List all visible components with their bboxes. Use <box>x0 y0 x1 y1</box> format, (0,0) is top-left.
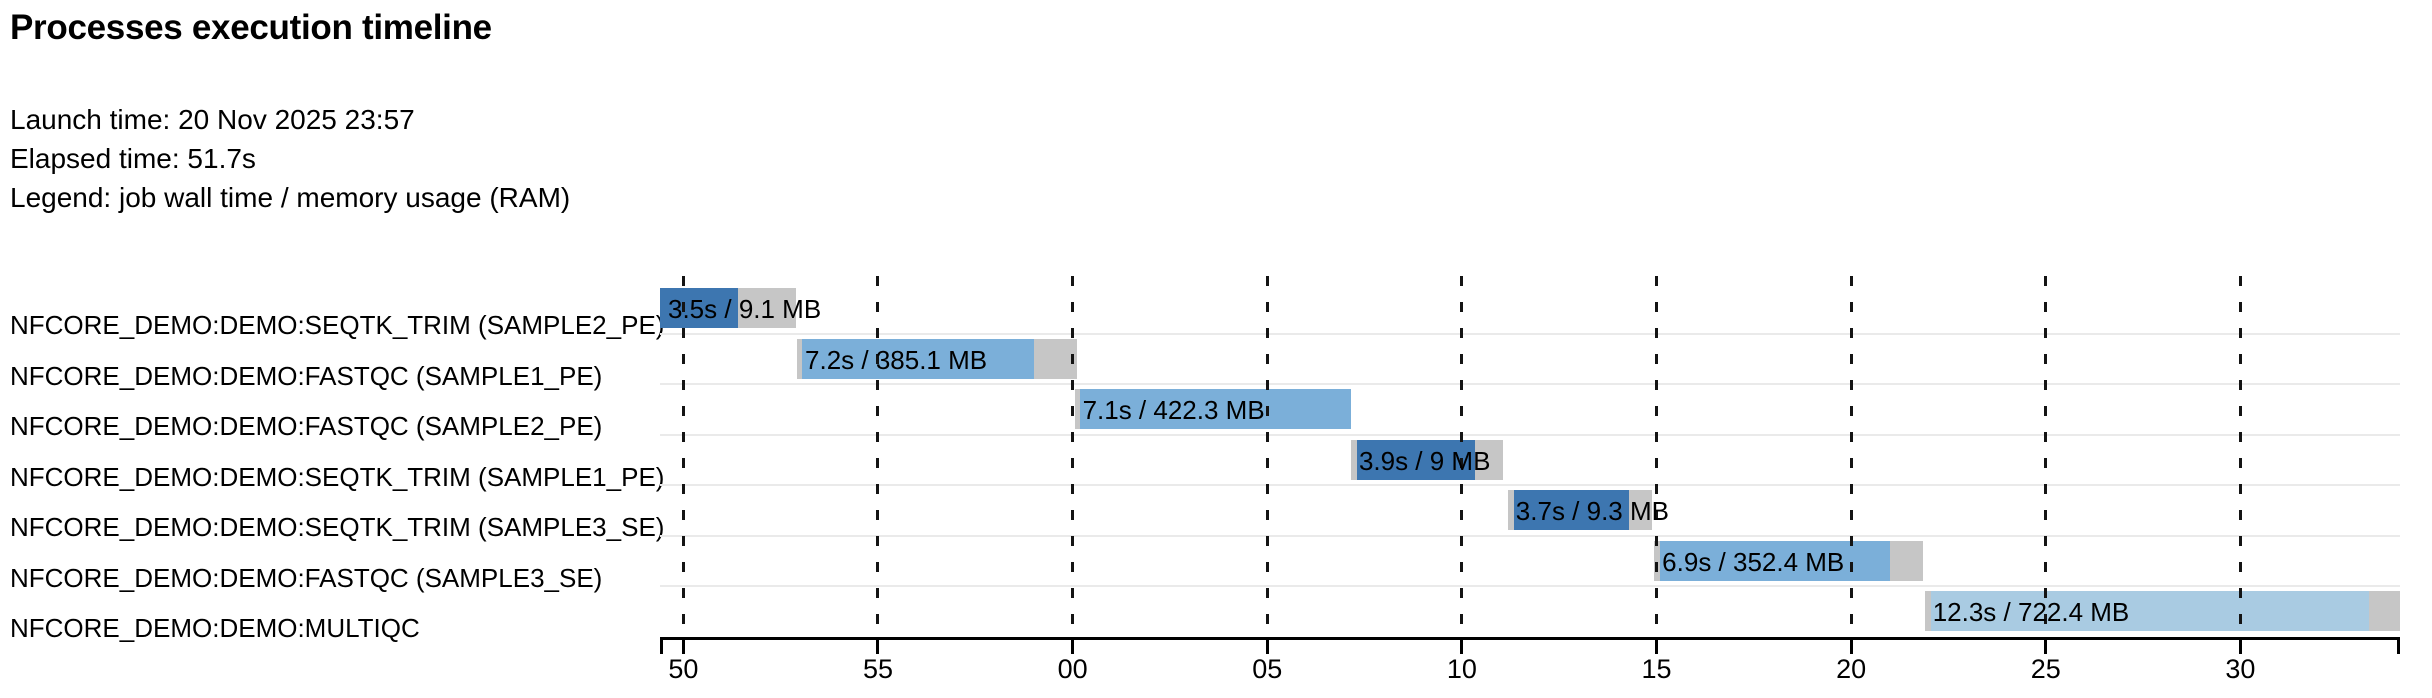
row-separator <box>660 534 2400 537</box>
x-axis-tick <box>1071 637 1075 654</box>
x-axis-tick-label: 10 <box>1446 654 1477 684</box>
row-separator <box>660 433 2400 436</box>
process-name-label: NFCORE_DEMO:DEMO:FASTQC (SAMPLE2_PE) <box>10 411 603 442</box>
task-bar-label: 3.7s / 9.3 MB <box>1515 496 1669 527</box>
x-axis-endcap-left <box>660 637 663 654</box>
gridline-dashed <box>2044 276 2048 637</box>
gridline-dashed <box>1071 276 1075 637</box>
task-bar-run-segment <box>660 288 738 328</box>
x-axis-tick <box>1849 637 1853 654</box>
task-bar <box>1924 591 2400 632</box>
timeline-chart: 3.5s / 9.1 MB 7.2s / 385.1 MB 7.1s / 422.3… <box>660 276 2400 698</box>
x-axis-tick <box>1655 637 1658 654</box>
page-title: Processes execution timeline <box>10 8 492 47</box>
launch-time-text: Launch time: 20 Nov 2025 23:57 <box>10 104 415 135</box>
row-separator <box>660 383 2400 386</box>
task-bar-run-segment <box>1930 591 2369 632</box>
x-axis-tick-label: 50 <box>668 654 699 684</box>
gridline-dashed <box>2238 276 2242 637</box>
task-bar-label: 12.3s / 722.4 MB <box>1932 597 2130 628</box>
x-axis-tick-label: 15 <box>1641 654 1672 684</box>
process-name-label: NFCORE_DEMO:DEMO:MULTIQC <box>10 613 420 644</box>
task-bar <box>797 338 1078 379</box>
x-axis-tick-label: 20 <box>1836 654 1867 684</box>
task-bar-run-segment <box>1079 389 1351 430</box>
x-axis-tick-label: 05 <box>1252 654 1283 684</box>
task-bar <box>1350 439 1503 480</box>
elapsed-time-text: Elapsed time: 51.7s <box>10 143 256 174</box>
x-axis-tick <box>1265 637 1269 654</box>
x-axis-tick <box>681 637 685 654</box>
x-axis-tick <box>2044 637 2048 654</box>
gridline-dashed <box>1655 276 1658 637</box>
task-bar-label: 6.9s / 352.4 MB <box>1662 546 1845 577</box>
gridline-dashed <box>1849 276 1853 637</box>
gridline-dashed <box>876 276 880 637</box>
x-axis-tick <box>2238 637 2242 654</box>
legend-text: Legend: job wall time / memory usage (RA… <box>10 182 571 213</box>
process-name-label: NFCORE_DEMO:DEMO:SEQTK_TRIM (SAMPLE1_PE) <box>10 461 665 492</box>
task-bar-label: 3.9s / 9 MB <box>1358 445 1491 476</box>
task-bar <box>1507 490 1652 531</box>
process-name-column: NFCORE_DEMO:DEMO:SEQTK_TRIM (SAMPLE2_PE)… <box>10 283 664 642</box>
x-axis-tick-label: 00 <box>1057 654 1088 684</box>
gridline-dashed <box>1265 276 1269 637</box>
process-name-label: NFCORE_DEMO:DEMO:SEQTK_TRIM (SAMPLE2_PE) <box>10 310 665 340</box>
row-separator <box>660 585 2400 588</box>
process-name-label: NFCORE_DEMO:DEMO:FASTQC (SAMPLE1_PE) <box>10 360 603 391</box>
task-bar-label: 3.5s / 9.1 MB <box>668 294 822 324</box>
task-bar-label: 7.2s / 385.1 MB <box>805 344 988 375</box>
x-axis-endcap-right <box>2397 637 2400 654</box>
run-metadata: Launch time: 20 Nov 2025 23:57 Elapsed t… <box>10 100 570 217</box>
gridline-dashed <box>681 276 685 637</box>
x-axis-tick <box>876 637 880 654</box>
gridline-dashed <box>1460 276 1464 637</box>
task-bar-run-segment <box>1356 439 1476 480</box>
task-bar-label: 7.1s / 422.3 MB <box>1082 395 1265 426</box>
task-bar <box>1074 389 1351 430</box>
row-separator <box>660 484 2400 487</box>
x-axis-tick-label: 55 <box>862 654 894 684</box>
x-axis-tick-label: 25 <box>2030 654 2061 684</box>
task-bar <box>1654 540 1923 581</box>
row-separator <box>660 332 2400 335</box>
x-axis-tick <box>1460 637 1464 654</box>
x-axis-line <box>660 637 2400 640</box>
process-name-label: NFCORE_DEMO:DEMO:SEQTK_TRIM (SAMPLE3_SE) <box>10 512 665 543</box>
process-name-label: NFCORE_DEMO:DEMO:FASTQC (SAMPLE3_SE) <box>10 562 603 593</box>
task-bar-run-segment <box>1513 490 1630 531</box>
task-bar-run-segment <box>802 338 1034 379</box>
x-axis-tick-label: 30 <box>2225 654 2256 684</box>
